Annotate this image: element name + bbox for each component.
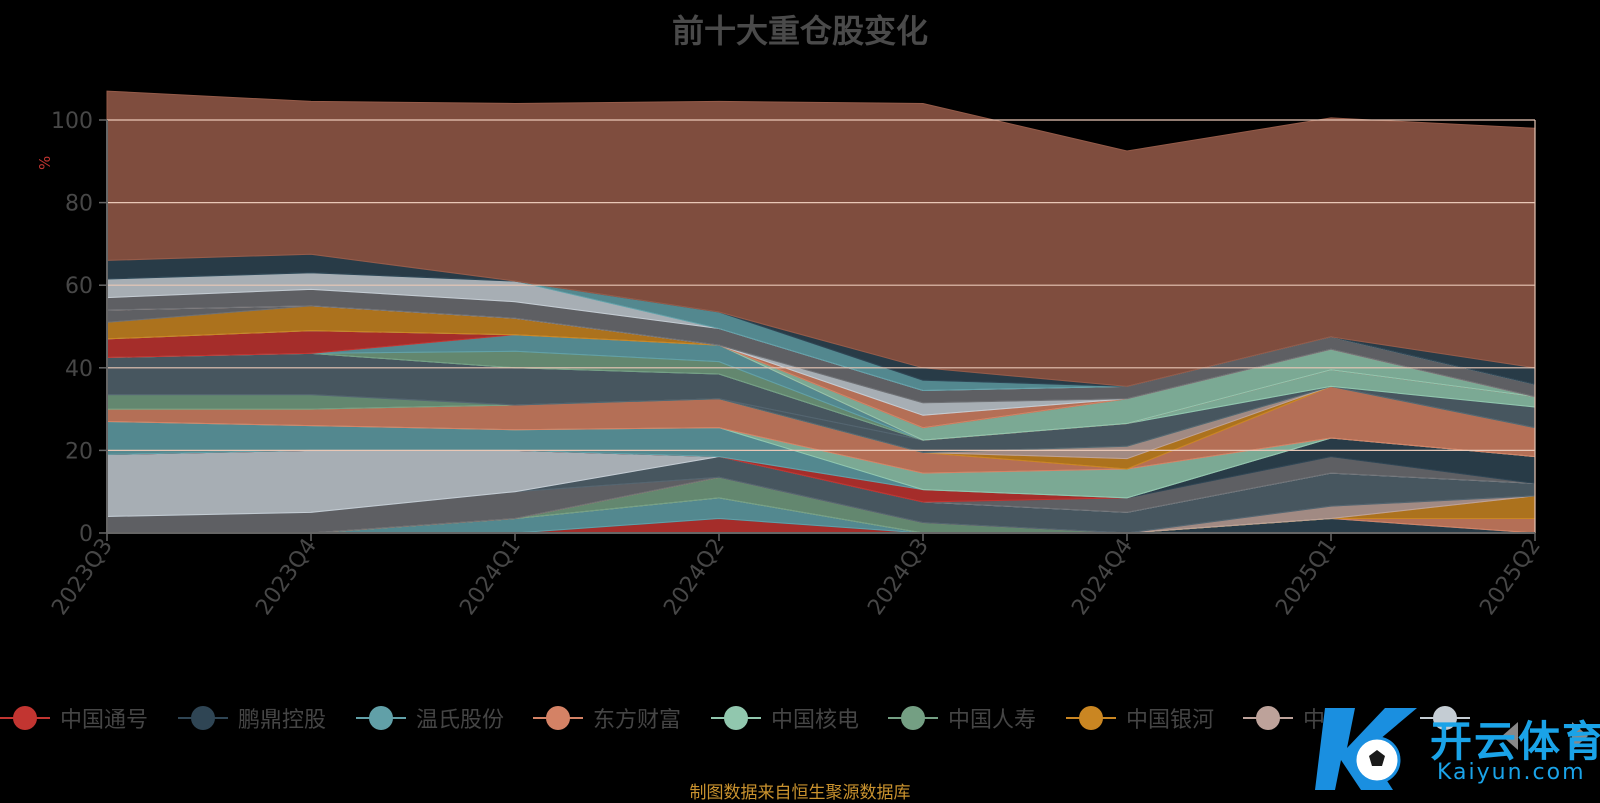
legend-marker-icon [0, 700, 50, 736]
legend-item[interactable]: 中国银河 [1066, 700, 1214, 736]
x-tick-label: 2025Q2 [1475, 534, 1546, 620]
watermark-logo: 开云体育 Kaiyun.com [1315, 698, 1600, 800]
legend-item[interactable]: 中国通号 [0, 700, 148, 736]
legend-next-page-icon[interactable] [1572, 722, 1588, 750]
y-tick-label: 60 [65, 274, 93, 299]
legend-prev-page-icon[interactable] [1502, 722, 1518, 750]
gridlines [107, 119, 1536, 533]
watermark-title: 开云体育 [1430, 717, 1600, 766]
legend-marker-icon [533, 700, 583, 736]
legend-item[interactable]: 鹏鼎控股 [178, 700, 326, 736]
kaiyun-logo-icon [1315, 708, 1417, 790]
legend-marker-icon [1420, 700, 1470, 736]
legend-marker-icon [888, 700, 938, 736]
legend-item[interactable] [1420, 700, 1480, 736]
legend-item[interactable]: 中 [1243, 700, 1325, 736]
legend-label: 中国通号 [60, 708, 149, 733]
y-axis-label: % [36, 156, 54, 170]
legend-item[interactable]: 中国核电 [711, 700, 859, 736]
legend-label: 中 [1303, 708, 1326, 733]
y-tick-label: 20 [65, 439, 93, 464]
legend-marker-icon [1066, 700, 1116, 736]
legend-marker-icon [711, 700, 761, 736]
legend-marker-icon [178, 700, 228, 736]
x-tick-label: 2024Q2 [659, 534, 730, 620]
legend-label: 中国核电 [771, 708, 860, 733]
legend-label: 温氏股份 [416, 708, 505, 733]
y-tick-label: 80 [65, 192, 93, 217]
x-tick-label: 2024Q4 [1067, 534, 1138, 620]
legend-marker-icon [356, 700, 406, 736]
legend-label: 中国人寿 [948, 708, 1037, 733]
watermark-subtitle: Kaiyun.com [1437, 760, 1586, 785]
x-tick-label: 2024Q3 [863, 534, 934, 620]
legend-item[interactable]: 中国人寿 [888, 700, 1036, 736]
legend-label: 中国银河 [1126, 708, 1215, 733]
source-note: 制图数据来自恒生聚源数据库 [689, 783, 911, 803]
area-series-group [106, 90, 1536, 534]
legend-item[interactable]: 东方财富 [533, 700, 681, 736]
x-tick-label: 2025Q1 [1271, 534, 1342, 620]
y-tick-label: 0 [79, 522, 93, 547]
chart-title: 前十大重仓股变化 [671, 12, 928, 50]
legend-label: 东方财富 [593, 708, 682, 733]
legend-item[interactable]: 温氏股份 [356, 700, 504, 736]
legend[interactable]: 中国通号 鹏鼎控股 温氏股份 东方财富 中国核电 中国人寿 中国银河 中 [0, 700, 1600, 740]
x-tick-label: 2024Q1 [455, 534, 526, 620]
y-tick-label: 100 [51, 109, 93, 134]
legend-label: 鹏鼎控股 [238, 708, 327, 733]
x-tick-label: 2023Q4 [251, 534, 322, 620]
y-tick-label: 40 [65, 357, 93, 382]
legend-marker-icon [1243, 700, 1293, 736]
